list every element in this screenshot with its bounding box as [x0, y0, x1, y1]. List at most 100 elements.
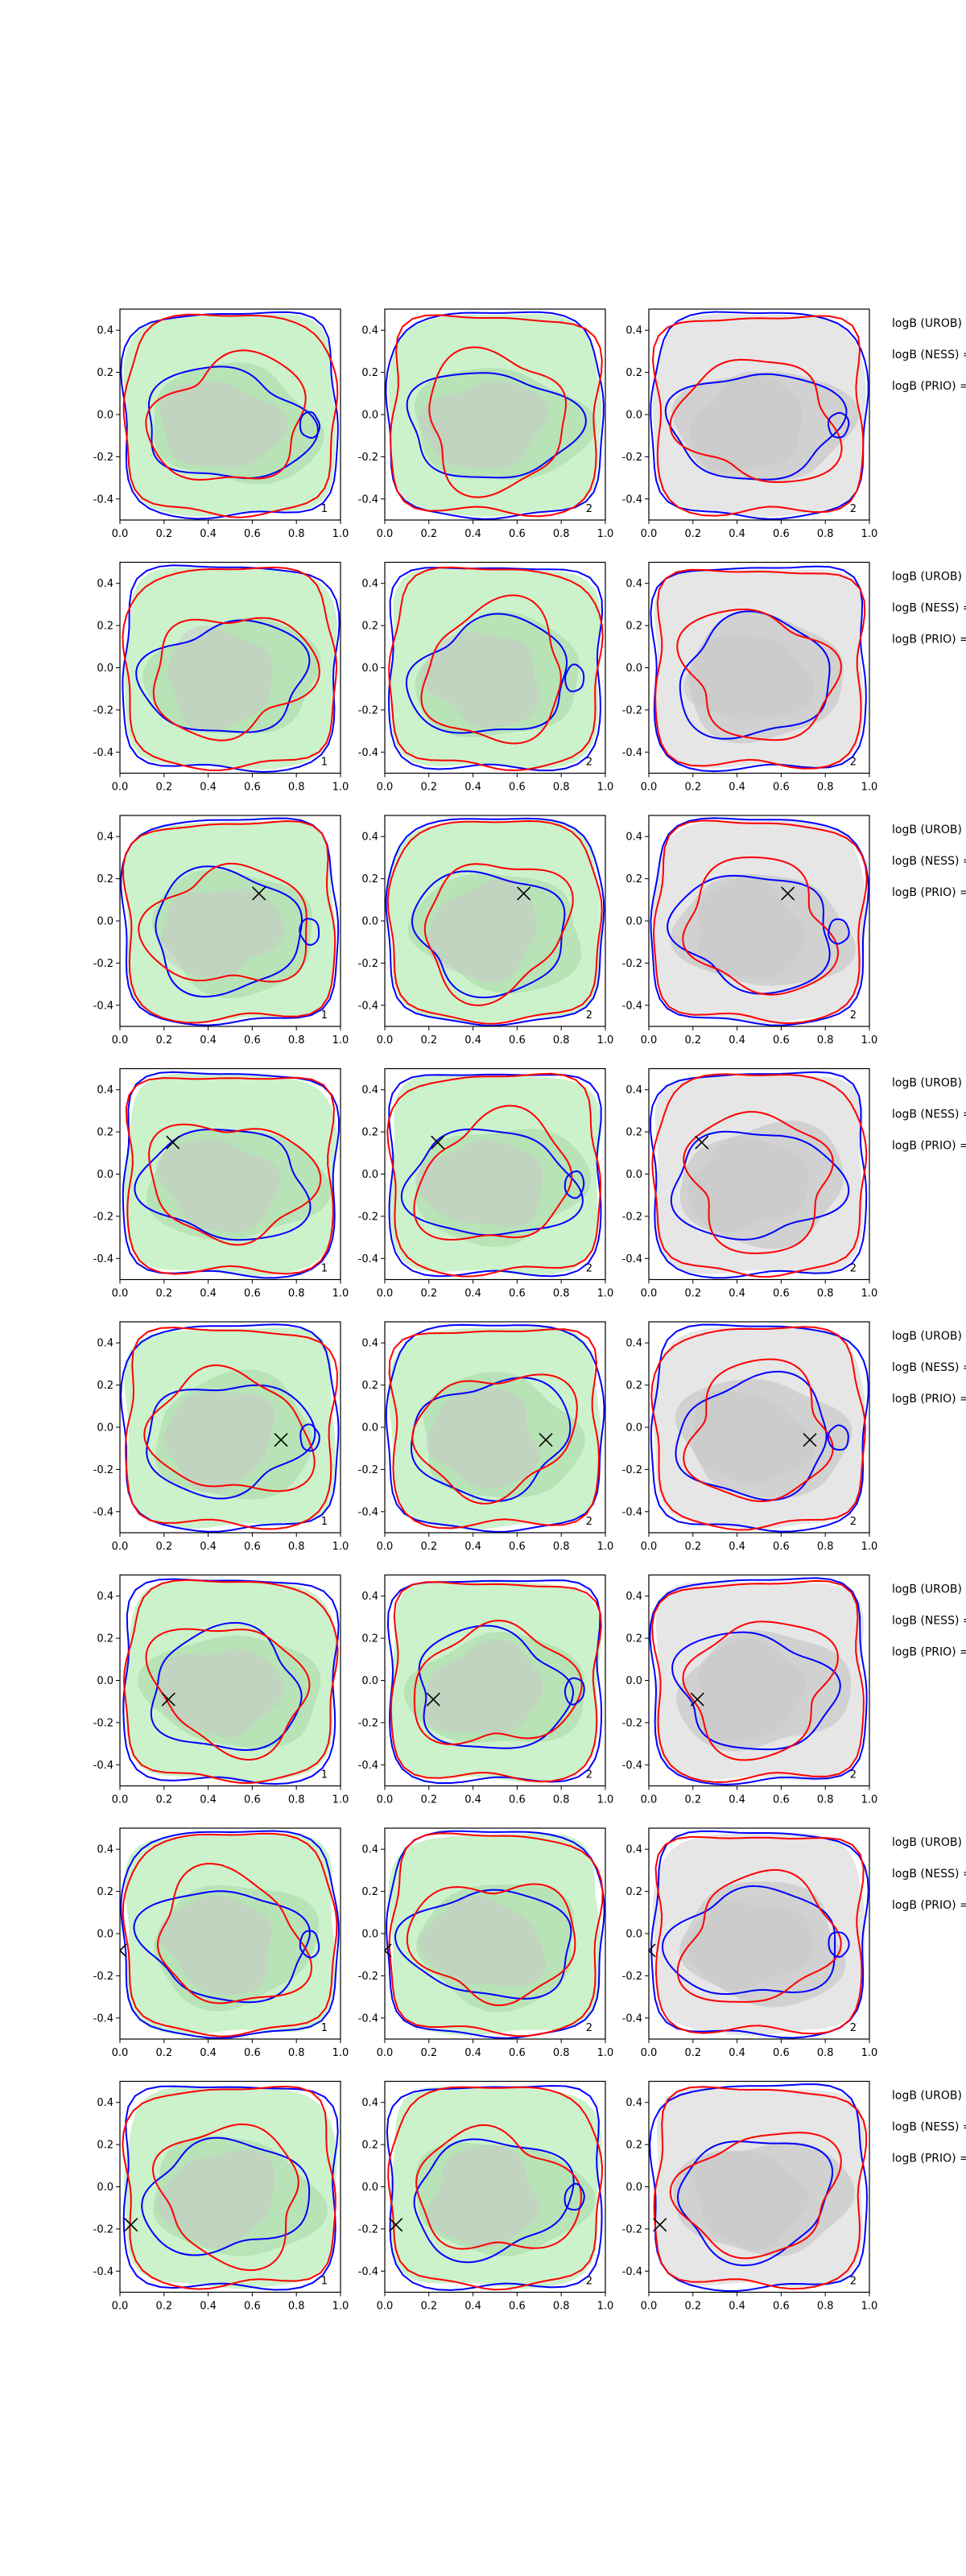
y-tick-label: -0.2	[622, 1971, 642, 1983]
x-tick-label: 0.2	[155, 2301, 172, 2313]
x-tick-label: 0.4	[200, 1541, 217, 1553]
y-tick-label: 0.4	[625, 1338, 642, 1350]
panel-number: 2	[850, 2276, 857, 2288]
panel-number: 2	[586, 1516, 592, 1528]
blue-outer-contour	[650, 1323, 869, 1533]
y-tick-label: 0.4	[97, 1591, 114, 1603]
x-tick-label: 0.8	[288, 1034, 305, 1046]
logB-note-2: logB (NESS) =	[892, 855, 966, 868]
panel-r7-c3: 2 0.0 0.2 0.4 0.6 0.8 1.0 -0.4 -0.2 0.0 0.2 0.4	[622, 1827, 877, 2059]
x-tick-label: 0.4	[200, 782, 217, 794]
red-inner-contour	[143, 1364, 316, 1492]
panel-content	[385, 311, 605, 520]
y-tick-label: -0.2	[358, 1717, 378, 1729]
blue-inner-contour	[661, 1885, 836, 1996]
y-tick-label: -0.2	[622, 704, 642, 716]
y-tick-label: -0.2	[358, 2223, 378, 2235]
x-tick-label: 0.2	[420, 1034, 437, 1046]
y-tick-label: 0.4	[97, 832, 114, 844]
x-tick-label: 0.4	[464, 1034, 481, 1046]
red-inner-contour	[148, 1123, 322, 1246]
row-8: 1 0.0 0.2 0.4 0.6 0.8 1.0 -0.4 -0.2 0.0 0.2 0.4 2 0.0…	[93, 2080, 966, 2313]
y-tick-label: 0.2	[361, 1380, 378, 1392]
x-tick-label: 0.0	[377, 1541, 394, 1553]
x-tick-label: 0.2	[684, 1541, 701, 1553]
logB-note-1: logB (UROB) =	[892, 1077, 966, 1090]
red-inner-contour	[428, 346, 568, 498]
blue-island-contour	[299, 918, 320, 946]
x-tick-label: 0.8	[817, 528, 834, 540]
true-parameter-marker	[120, 1943, 127, 1958]
red-outer-contour	[386, 1072, 602, 1278]
x-tick-label: 0.0	[377, 2047, 394, 2059]
blue-outer-contour	[122, 564, 341, 773]
red-inner-contour	[406, 1883, 576, 2007]
x-tick-label: 0.6	[244, 1541, 261, 1553]
x-tick-label: 0.2	[684, 1794, 701, 1806]
panel-r8-c2: 2 0.0 0.2 0.4 0.6 0.8 1.0 -0.4 -0.2 0.0 0.2 0.4	[358, 2080, 614, 2313]
x-tick-label: 0.8	[817, 782, 834, 794]
y-tick-label: -0.4	[93, 1760, 114, 1772]
red-outer-contour	[651, 315, 865, 517]
x-tick-label: 0.4	[200, 1794, 217, 1806]
y-tick-label: -0.4	[622, 2013, 642, 2025]
red-inner-contour	[423, 863, 574, 1006]
y-tick-label: -0.4	[93, 2013, 114, 2025]
x-tick-label: 0.8	[553, 1288, 570, 1300]
x-tick-label: 0.4	[729, 1034, 745, 1046]
x-tick-label: 1.0	[597, 1794, 614, 1806]
panel-r4-c2: 2 0.0 0.2 0.4 0.6 0.8 1.0 -0.4 -0.2 0.0 0.2 0.4	[358, 1067, 613, 1300]
red-outer-contour	[653, 2086, 868, 2290]
panel-r7-c1: 1 0.0 0.2 0.4 0.6 0.8 1.0 -0.4 -0.2 0.0 0.2 0.4	[93, 1827, 349, 2059]
panel-r3-c2: 2 0.0 0.2 0.4 0.6 0.8 1.0 -0.4 -0.2 0.0 0.2 0.4	[358, 815, 613, 1046]
y-tick-label: 0.4	[361, 1844, 378, 1856]
x-tick-label: 0.6	[244, 2047, 261, 2059]
row-2: 1 0.0 0.2 0.4 0.6 0.8 1.0 -0.4 -0.2 0.0 0.2 0.4 2 0.0…	[93, 561, 966, 794]
y-tick-label: 0.4	[625, 832, 642, 844]
red-inner-contour	[415, 2124, 582, 2250]
y-tick-label: 0.4	[97, 1844, 114, 1856]
y-tick-label: 0.2	[97, 1127, 114, 1139]
panel-number: 1	[321, 757, 328, 769]
red-outer-contour	[651, 1579, 865, 1783]
red-inner-contour	[676, 608, 842, 741]
row-7: 1 0.0 0.2 0.4 0.6 0.8 1.0 -0.4 -0.2 0.0 0.2 0.4 2 0.0…	[93, 1827, 966, 2059]
x-tick-label: 0.8	[553, 2047, 570, 2059]
x-tick-label: 0.2	[155, 1288, 172, 1300]
y-tick-label: 0.2	[625, 1886, 642, 1898]
x-tick-label: 0.8	[288, 1794, 305, 1806]
panel-number: 2	[586, 1263, 592, 1275]
blue-inner-contour	[667, 874, 831, 995]
red-outer-contour	[122, 1832, 338, 2037]
panel-number: 2	[850, 2022, 857, 2034]
blue-inner-contour	[135, 619, 311, 733]
y-tick-label: 0.4	[361, 1338, 378, 1350]
blue-island-contour	[827, 1424, 849, 1451]
panel-content	[649, 1071, 868, 1279]
y-tick-label: -0.4	[93, 2266, 114, 2278]
y-tick-label: 0.0	[625, 916, 642, 928]
row-3: 1 0.0 0.2 0.4 0.6 0.8 1.0 -0.4 -0.2 0.0 0.2 0.4 2 0.0…	[93, 815, 966, 1046]
panel-r3-c1: 1 0.0 0.2 0.4 0.6 0.8 1.0 -0.4 -0.2 0.0 0.2 0.4	[93, 815, 349, 1046]
y-tick-label: -0.2	[358, 958, 378, 970]
panel-content	[386, 1579, 603, 1784]
x-tick-label: 1.0	[861, 528, 878, 540]
x-tick-label: 1.0	[861, 1034, 878, 1046]
x-tick-label: 0.6	[773, 1034, 790, 1046]
x-tick-label: 1.0	[597, 2301, 614, 2313]
y-tick-label: -0.4	[622, 747, 642, 759]
y-tick-label: 0.4	[625, 578, 642, 590]
y-tick-label: 0.0	[361, 1929, 378, 1941]
blue-outer-contour	[385, 817, 605, 1026]
red-outer-contour	[124, 1327, 339, 1530]
y-tick-label: -0.4	[622, 1506, 642, 1518]
logB-note-3: logB (PRIO) =	[892, 1646, 966, 1659]
y-tick-label: 0.2	[361, 367, 378, 379]
posterior-core-fill	[157, 1649, 284, 1738]
x-tick-label: 0.2	[155, 2047, 172, 2059]
y-tick-label: 0.0	[625, 1675, 642, 1687]
posterior-core-fill	[420, 632, 540, 729]
posterior-core-fill	[691, 2150, 809, 2250]
y-tick-label: 0.2	[625, 1380, 642, 1392]
